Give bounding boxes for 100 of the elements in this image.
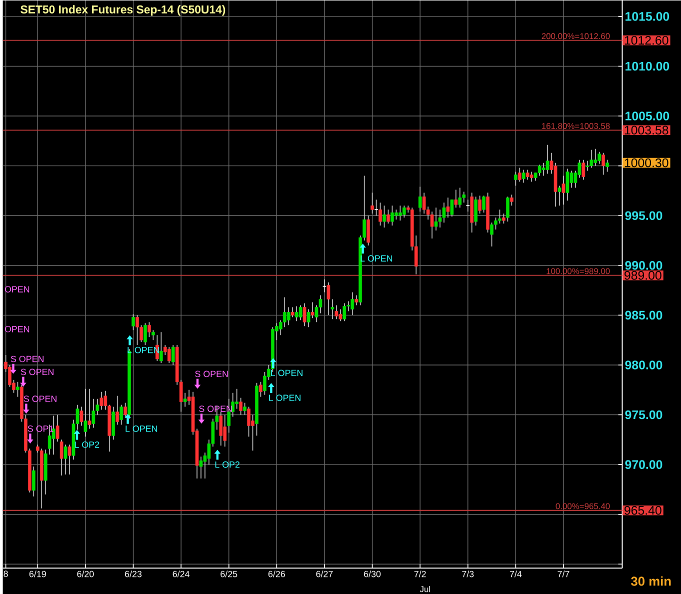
candlestick [434, 207, 438, 231]
candlestick [518, 167, 522, 182]
annotation: OPEN [4, 286, 30, 292]
candlestick [378, 202, 382, 226]
candlestick [310, 302, 314, 319]
candlestick [8, 364, 12, 388]
candlestick [282, 296, 286, 328]
candlestick [322, 278, 327, 293]
candlestick [370, 192, 374, 214]
candlestick [522, 169, 526, 184]
candlestick [159, 332, 163, 364]
chart-title: SET50 Index Futures Sep-14 (S50U14) [20, 5, 226, 16]
candlestick [148, 322, 151, 338]
annotation: L OPEN [126, 426, 158, 432]
candlestick [235, 388, 239, 410]
candlestick [398, 205, 402, 221]
candlestick [286, 306, 290, 326]
candlestick [602, 152, 605, 176]
candlestick [60, 439, 64, 476]
y-tick-label: 990.00 [625, 260, 662, 270]
candlestick [350, 292, 354, 316]
candlestick [366, 215, 370, 246]
candlestick [594, 148, 598, 166]
candlestick [454, 189, 458, 208]
y-tick-label: 970.00 [625, 460, 662, 469]
y-tick-label: 980.00 [625, 360, 662, 370]
x-tick-label: 7/7 [558, 570, 570, 578]
annotation: L OP2 [74, 441, 100, 448]
candlestick [558, 185, 562, 206]
candlestick [586, 160, 590, 172]
candlestick [502, 213, 506, 224]
candlestick [466, 199, 470, 212]
x-tick-label: 6/30 [364, 570, 381, 578]
candlestick [514, 171, 518, 186]
candlestick [482, 195, 486, 213]
x-tick-label: 6/19 [29, 570, 46, 578]
candlestick [263, 372, 266, 396]
candlestick [183, 392, 187, 408]
candlestick [342, 302, 346, 322]
candlestick [298, 304, 302, 321]
candlestick [116, 395, 119, 426]
candlestick [458, 187, 462, 208]
candlestick [510, 194, 514, 206]
ref-line-label: 161.80%=1003.58 [542, 122, 610, 129]
candlestick [562, 175, 566, 206]
candlestick [542, 162, 546, 176]
candlestick [167, 346, 171, 364]
annotation: L OPEN [269, 394, 300, 401]
candlestick [223, 414, 227, 448]
text: 1012.60 [624, 36, 668, 45]
annotation: S OPEN [195, 370, 228, 378]
candlestick [566, 168, 570, 202]
annotation: OPEN [4, 326, 30, 332]
candlestick [64, 444, 68, 475]
annotation: L OPEN [271, 370, 302, 376]
candlestick [144, 322, 147, 346]
candlestick [382, 205, 386, 228]
candlestick [462, 191, 466, 204]
candlestick [598, 151, 602, 164]
x-tick-label: 6/27 [316, 570, 333, 578]
candlestick [326, 282, 330, 316]
y-tick-label: 1015.00 [626, 12, 670, 21]
candlestick [16, 381, 20, 398]
text: Jul [420, 586, 430, 592]
text: 1000.30 [624, 158, 668, 168]
candlestick [290, 306, 294, 318]
candlestick [474, 196, 478, 226]
candlestick [294, 306, 298, 322]
candlestick [68, 444, 72, 475]
candlestick [402, 205, 406, 218]
candlestick [84, 388, 88, 438]
text: 965.40 [624, 506, 662, 515]
candlestick [136, 314, 139, 346]
candlestick [386, 209, 390, 224]
candlestick [606, 159, 609, 172]
candlestick [546, 144, 550, 174]
x-tick-label: 8 [4, 570, 8, 577]
candlestick [374, 199, 378, 216]
candlestick [32, 466, 36, 497]
candlestick [490, 222, 494, 247]
candlestick [152, 330, 155, 340]
x-tick-label: 7/3 [462, 570, 474, 578]
candlestick [390, 205, 394, 226]
candlestick [530, 171, 534, 182]
candlestick [243, 402, 246, 416]
ref-line-label: 100.00%=989.00 [546, 268, 610, 274]
candlestick [590, 149, 594, 168]
x-tick-label: 6/25 [220, 570, 238, 578]
candlestick [478, 195, 482, 214]
candlestick [239, 397, 242, 416]
candlestick [259, 381, 262, 398]
candlestick [124, 402, 127, 418]
candlestick [52, 415, 56, 455]
candlestick [582, 159, 586, 180]
x-tick-label: 6/26 [268, 570, 285, 578]
y-tick-label: 975.00 [625, 410, 662, 420]
candlestick [120, 404, 123, 426]
annotation: S OPEN [20, 368, 54, 376]
x-tick-label: 7/4 [510, 570, 522, 578]
text: 989.00 [624, 270, 662, 280]
